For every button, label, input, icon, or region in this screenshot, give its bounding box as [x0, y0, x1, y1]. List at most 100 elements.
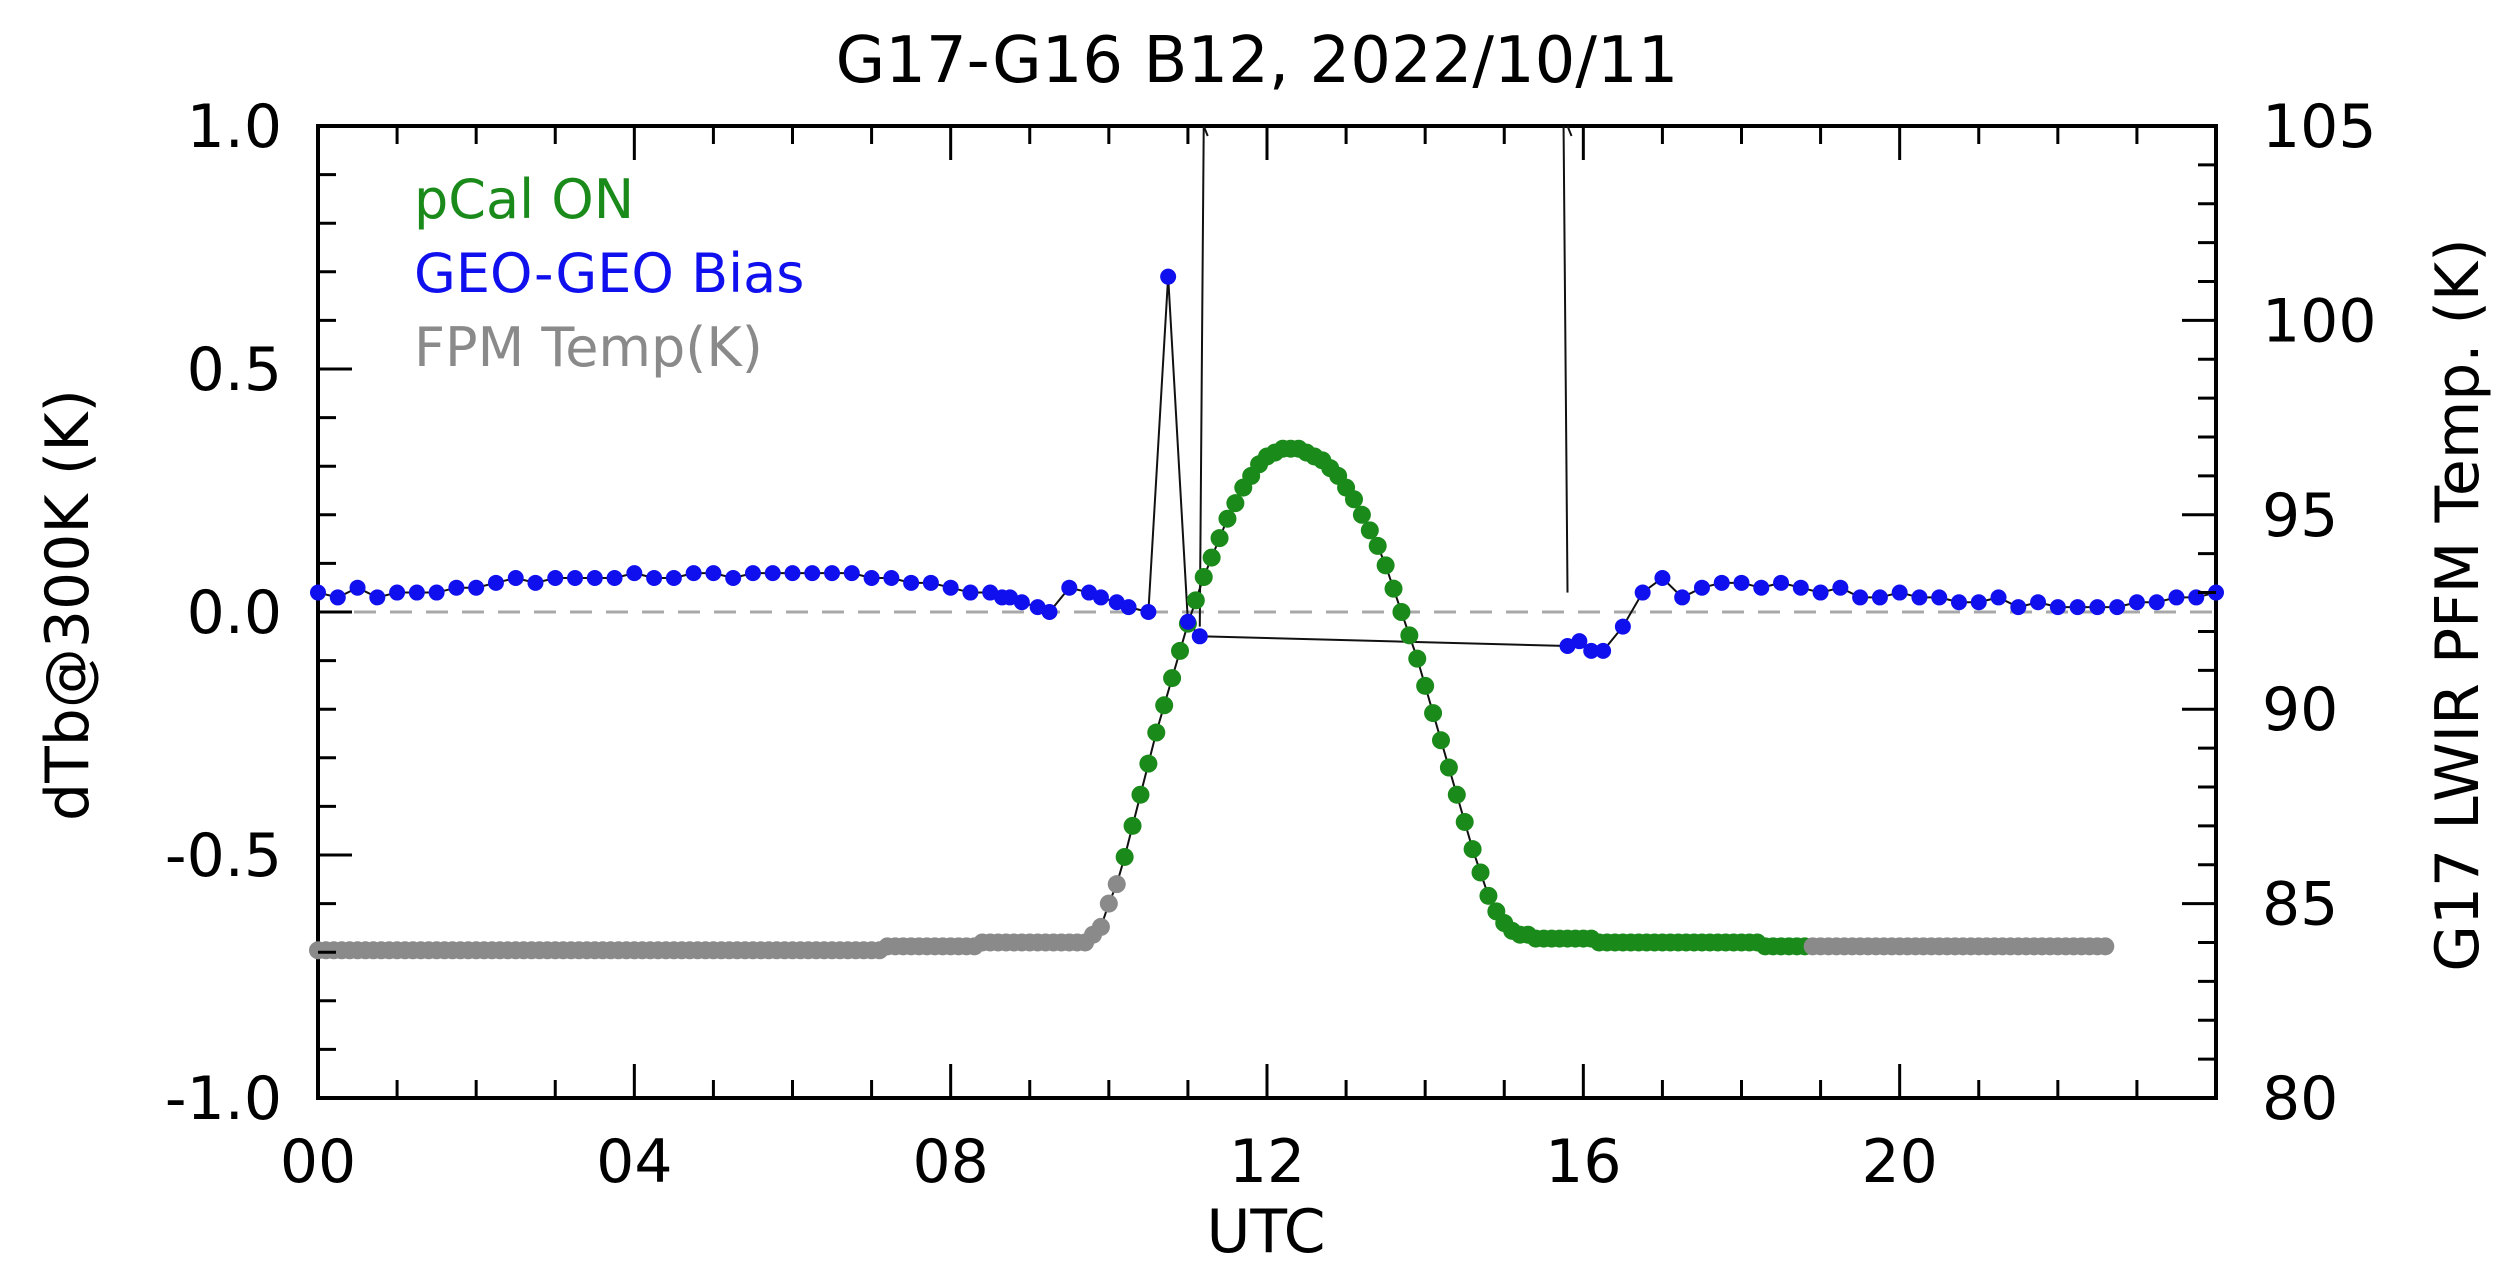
y-left-tick-label: 0.0	[187, 578, 282, 648]
y-left-tick-label: -0.5	[165, 821, 282, 891]
geo-geo-bias-point	[1970, 594, 1987, 611]
y-right-tick-label: 95	[2262, 481, 2338, 551]
pcal-on-point	[1352, 505, 1371, 524]
x-tick-label: 00	[280, 1127, 356, 1197]
fpm-temp-point	[1139, 754, 1158, 773]
geo-geo-bias-point	[962, 584, 979, 601]
geo-geo-bias-point	[2148, 594, 2165, 611]
geo-geo-bias-point	[784, 565, 801, 582]
pcal-on-point	[1344, 490, 1363, 509]
geo-geo-bias-point	[804, 565, 821, 582]
geo-geo-bias-point	[1891, 584, 1908, 601]
geo-geo-bias-point	[448, 579, 465, 596]
geo-geo-bias-point	[527, 574, 544, 591]
geo-geo-bias-point	[1931, 589, 1948, 606]
fpm-temp-series	[309, 439, 2115, 960]
y-right-tick-label: 80	[2262, 1064, 2338, 1134]
fpm-temp-point	[1147, 723, 1166, 742]
geo-geo-bias-point	[1583, 642, 1600, 659]
geo-geo-bias-point	[744, 565, 761, 582]
geo-geo-bias-point	[2109, 599, 2126, 616]
geo-geo-bias-point	[408, 584, 425, 601]
connector-spike-line	[1562, 125, 1569, 593]
y-right-tick-label: 90	[2262, 675, 2338, 745]
pcal-on-point	[1194, 568, 1213, 587]
geo-geo-bias-point	[665, 569, 682, 586]
legend: pCal ON GEO-GEO Bias FPM Temp(K)	[414, 168, 804, 379]
geo-geo-bias-point	[1733, 574, 1750, 591]
geo-geo-bias-point	[1595, 642, 1612, 659]
x-tick-label: 12	[1229, 1127, 1305, 1197]
geo-geo-bias-point	[1990, 589, 2007, 606]
pcal-on-point	[1439, 758, 1458, 777]
geo-geo-bias-point	[1061, 579, 1078, 596]
geo-geo-bias-point	[1871, 589, 1888, 606]
geo-geo-bias-series	[310, 268, 2224, 659]
legend-entry-pcal-on: pCal ON	[414, 168, 634, 231]
geo-geo-bias-point	[824, 565, 841, 582]
fpm-temp-point	[1123, 816, 1142, 835]
fpm-temp-point	[1155, 696, 1174, 715]
geo-geo-bias-point	[310, 584, 326, 601]
x-axis-label: UTC	[1207, 1197, 1326, 1267]
geo-geo-bias-point	[1092, 589, 1109, 606]
geo-geo-bias-point	[2010, 599, 2027, 616]
fpm-connector-line	[318, 447, 2106, 952]
geo-geo-bias-point	[468, 579, 485, 596]
fpm-temp-point	[1131, 785, 1150, 804]
geo-geo-bias-point	[547, 569, 564, 586]
geo-geo-bias-point	[1911, 589, 1928, 606]
fpm-temp-point	[1115, 847, 1134, 866]
geo-geo-bias-point	[1693, 579, 1710, 596]
pcal-on-point	[1424, 704, 1443, 723]
x-tick-label: 20	[1861, 1127, 1937, 1197]
geo-geo-bias-point	[685, 565, 702, 582]
geo-geo-bias-point	[2168, 589, 2185, 606]
chart-title: G17-G16 B12, 2022/10/11	[836, 24, 1679, 98]
connector-spike-line	[1198, 125, 1205, 627]
geo-geo-bias-point	[1041, 604, 1058, 620]
geo-geo-bias-point	[1614, 618, 1631, 635]
y-left-tick-label: 0.5	[187, 335, 282, 405]
geo-geo-bias-point	[1950, 594, 1967, 611]
geo-geo-bias-point	[1674, 589, 1691, 606]
fpm-temp-point	[1099, 894, 1118, 913]
y-axis-left-label: dTb@300K (K)	[33, 389, 103, 821]
pcal-on-point	[1431, 731, 1450, 750]
geo-geo-bias-point	[922, 574, 939, 591]
geo-geo-bias-point	[2030, 594, 2047, 611]
pcal-on-point	[1218, 509, 1237, 528]
x-tick-label: 08	[912, 1127, 988, 1197]
geo-geo-bias-point	[1792, 579, 1809, 596]
geo-geo-bias-point	[2089, 599, 2106, 616]
x-tick-label: 04	[596, 1127, 672, 1197]
pcal-on-point	[1384, 579, 1403, 598]
fpm-temp-point	[1091, 917, 1110, 936]
geo-geo-bias-point	[1753, 579, 1770, 596]
geo-geo-bias-point	[2049, 599, 2066, 616]
geo-geo-bias-point	[1832, 579, 1849, 596]
pcal-on-point	[1408, 649, 1427, 668]
y-right-tick-label: 105	[2262, 92, 2377, 162]
geo-geo-bias-point	[507, 569, 524, 586]
pcal-on-point	[1171, 641, 1190, 660]
legend-entry-fpm-temp: FPM Temp(K)	[414, 316, 763, 379]
geo-geo-bias-point	[1191, 628, 1208, 645]
geo-geo-bias-point	[567, 569, 584, 586]
legend-entry-geo-geo-bias: GEO-GEO Bias	[414, 242, 804, 305]
geo-geo-bias-point	[349, 579, 366, 596]
geo-geo-bias-point	[626, 565, 643, 582]
connector-spike-top	[1566, 125, 1573, 137]
pcal-on-point	[1479, 886, 1498, 905]
axis-ticks: 00 04 08 12 16 20 1.0 0.5 0.0 -0.5 -1.0 105 100 95 90 8…	[165, 92, 2377, 1197]
geo-geo-bias-point	[1013, 594, 1030, 611]
pcal-on-point	[1471, 863, 1490, 882]
y-axis-right-label: G17 LWIR PFM Temp. (K)	[2423, 238, 2493, 971]
geo-geo-bias-point	[883, 569, 900, 586]
fpm-temp-point	[1163, 669, 1182, 688]
geo-geo-bias-point	[903, 574, 920, 591]
pcal-on-point	[1376, 556, 1395, 575]
geo-geo-bias-point	[1654, 569, 1671, 586]
